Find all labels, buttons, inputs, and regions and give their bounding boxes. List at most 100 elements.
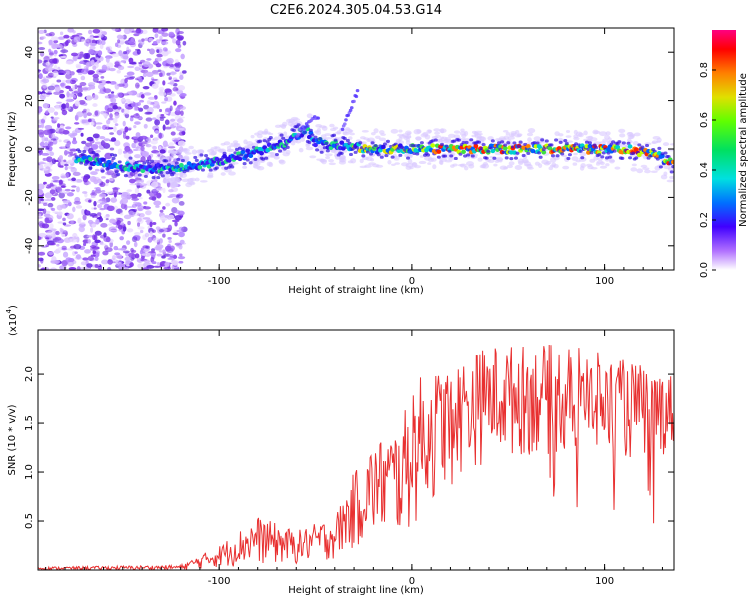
spectrogram-cell	[44, 198, 52, 202]
spectrogram-cell	[149, 221, 153, 228]
spectrogram-cell	[120, 197, 129, 205]
spectrogram-cell	[75, 178, 83, 183]
y-tick-label: 2.0	[24, 366, 35, 382]
spectrogram-cell	[167, 145, 176, 149]
spectrogram-cell	[279, 133, 284, 137]
snr-multiplier: (x104)	[5, 305, 19, 336]
spectrogram-cell	[526, 132, 534, 137]
spectrogram-cell	[59, 55, 68, 59]
spectrogram-cell	[169, 105, 173, 112]
spectrogram-cell	[71, 185, 77, 188]
spectrogram-cell	[105, 56, 110, 63]
spectrogram-cell	[66, 248, 74, 251]
spectrogram-cell	[169, 80, 175, 86]
spectrogram-cell	[103, 110, 109, 114]
spectrogram-cell	[69, 148, 78, 152]
spectrogram-cell	[38, 41, 43, 45]
spectrogram-cell	[267, 132, 274, 136]
spectrogram-cell	[220, 172, 226, 176]
spectrogram-cell	[98, 193, 107, 198]
spectrogram-cell	[87, 118, 92, 123]
spectrogram-cell	[332, 133, 337, 137]
spectrogram-panel: -100 0 100 -40 -20 0 20 40 Height of straight l…	[7, 27, 675, 296]
spectrogram-cell	[109, 218, 116, 224]
spectrogram-cell	[57, 156, 64, 163]
spectrogram-cell	[563, 139, 568, 143]
spectrogram-cell	[172, 38, 177, 44]
snr-panel: -100 0 100 0.5 1.0 1.5 2.0 Height of straight …	[5, 305, 675, 596]
spectrogram-cell	[52, 210, 59, 214]
spectrogram-cell	[413, 165, 422, 169]
spectrogram-cell	[76, 111, 84, 118]
spectrogram-cell	[188, 145, 194, 150]
spectrogram-cell	[430, 139, 435, 143]
spectrogram-cell	[128, 252, 135, 258]
spectrogram-cell	[237, 146, 242, 150]
spectrogram-cell	[49, 151, 55, 156]
spectrogram-cell	[324, 153, 333, 157]
spectrogram-cell	[88, 199, 92, 203]
spectrogram-cell	[285, 145, 290, 149]
spectrogram-cell	[506, 141, 511, 145]
spectrogram-cell	[122, 226, 127, 232]
spectrogram-cell	[658, 165, 663, 169]
spectrogram-cell	[176, 118, 184, 124]
spectrogram-cell	[214, 166, 219, 170]
spectrogram-cell	[57, 211, 63, 216]
spectrogram-cell	[156, 49, 160, 53]
spectrogram-cell	[670, 159, 674, 165]
spectrogram-cell	[101, 30, 107, 35]
spectrogram-cell	[162, 47, 168, 52]
spectrogram-cell	[128, 178, 136, 184]
spectrogram-cell	[657, 146, 662, 150]
spectrogram-cell	[79, 161, 84, 165]
spectrogram-cell	[162, 187, 166, 194]
spectrogram-cell	[105, 179, 110, 184]
spectrogram-cell	[45, 147, 50, 150]
spectrogram-cell	[197, 165, 203, 170]
colorbar-tick-label: 0.8	[699, 62, 710, 78]
spectrogram-cell	[169, 71, 177, 75]
spectrogram-cell	[107, 259, 113, 265]
spectrogram-cell	[565, 135, 572, 138]
spectrogram-cell	[99, 44, 104, 50]
snr-axes: -100 0 100 0.5 1.0 1.5 2.0	[24, 330, 674, 587]
spectrogram-cell	[200, 168, 205, 172]
spectrogram-cell	[359, 165, 367, 169]
spectrogram-cell	[90, 247, 95, 251]
spectrogram-cell	[359, 158, 364, 164]
spectrogram-cell	[55, 43, 63, 49]
spectrogram-cell	[620, 156, 625, 160]
spectrogram-cell	[449, 154, 454, 158]
spectrogram-cell	[79, 61, 85, 64]
spectrogram-cell	[72, 95, 77, 99]
spectrogram-cell	[636, 168, 644, 174]
spectrogram-cell	[178, 163, 184, 168]
spectrogram-cell	[114, 83, 120, 90]
spectrogram-cell	[54, 186, 62, 193]
spectrogram-cell	[562, 165, 570, 170]
spectrogram-cell	[119, 128, 125, 132]
spectrogram-cell	[61, 103, 67, 109]
spectrogram-cell	[333, 138, 338, 142]
spectrogram-cell	[131, 102, 139, 108]
spectrogram-cell	[114, 42, 119, 48]
spectrogram-cell	[339, 151, 344, 156]
spectrogram-cell	[158, 87, 165, 92]
spectrogram-cell	[90, 254, 96, 257]
spectrogram-cell	[131, 203, 137, 208]
spectrogram-cell	[593, 155, 599, 161]
spectrogram-cell	[191, 149, 198, 155]
spectrogram-cell	[58, 192, 65, 199]
spectrogram-cell	[134, 82, 140, 89]
spectrogram-cell	[60, 175, 67, 179]
spectrogram-cell	[164, 214, 170, 218]
spectrogram-cell	[171, 152, 177, 157]
spectrogram-cell	[500, 140, 505, 144]
spectrogram-cell	[594, 145, 599, 150]
spectrogram-cell	[517, 133, 523, 137]
spectrogram-cell	[116, 70, 121, 74]
spectrogram-cell	[87, 255, 95, 262]
spectrogram-cell	[161, 101, 167, 104]
spectrogram-cell	[621, 141, 626, 145]
